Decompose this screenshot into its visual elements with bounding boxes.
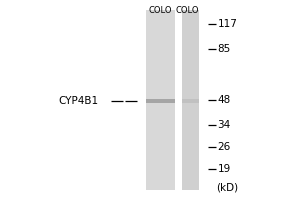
Text: (kD): (kD) [216, 182, 238, 192]
Text: CYP4B1: CYP4B1 [58, 96, 98, 106]
Bar [182, 99, 199, 103]
Text: 85: 85 [218, 44, 231, 54]
Text: 34: 34 [218, 120, 231, 130]
Text: COLO: COLO [149, 6, 172, 15]
Text: 19: 19 [218, 164, 231, 174]
Text: COLO: COLO [176, 6, 199, 15]
Text: 26: 26 [218, 142, 231, 152]
Bar [182, 10, 199, 190]
Bar [146, 99, 175, 103]
Text: 48: 48 [218, 95, 231, 105]
Text: 117: 117 [218, 19, 237, 29]
Bar [146, 10, 175, 190]
